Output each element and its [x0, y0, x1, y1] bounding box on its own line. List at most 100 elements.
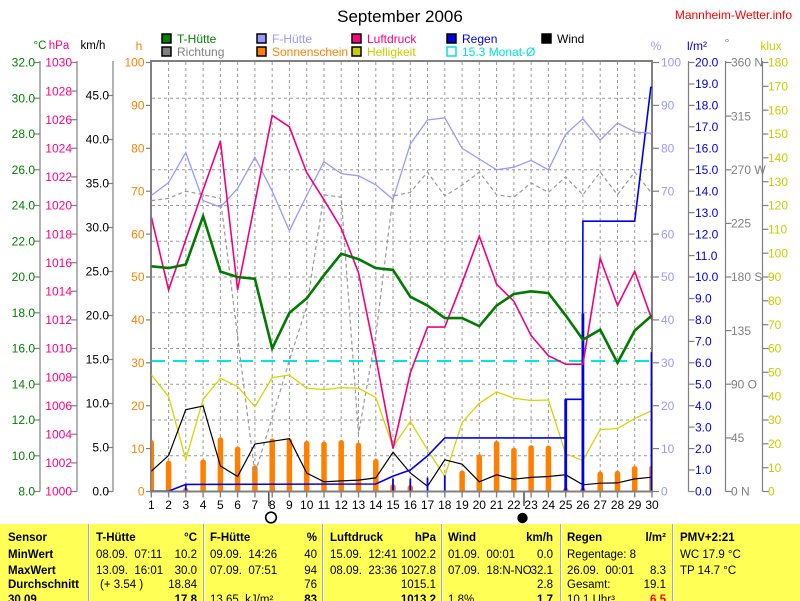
svg-text:Sonnenschein: Sonnenschein [272, 45, 348, 59]
svg-text:15.3 Monat-Ø: 15.3 Monat-Ø [462, 45, 535, 59]
svg-text:F-Hütte: F-Hütte [272, 32, 312, 46]
svg-text:1018: 1018 [45, 227, 72, 241]
svg-text:hPa: hPa [49, 40, 70, 52]
svg-text:35.0: 35.0 [86, 177, 110, 191]
svg-text:80: 80 [131, 142, 145, 156]
svg-text:September 2006: September 2006 [337, 7, 463, 26]
svg-text:14: 14 [369, 498, 383, 512]
svg-text:9.0: 9.0 [695, 292, 712, 306]
svg-text:20: 20 [131, 399, 145, 413]
svg-text:l/m²: l/m² [687, 39, 707, 53]
svg-text:7.0: 7.0 [695, 335, 712, 349]
svg-text:110: 110 [768, 223, 787, 237]
svg-text:km/h: km/h [81, 40, 106, 52]
svg-text:135: 135 [731, 324, 751, 338]
svg-text:4: 4 [200, 498, 207, 512]
svg-text:1028: 1028 [45, 84, 72, 98]
svg-text:90 O: 90 O [731, 377, 757, 391]
svg-text:22.0: 22.0 [12, 234, 36, 248]
svg-text:%: % [651, 39, 662, 53]
svg-text:15.0: 15.0 [695, 163, 719, 177]
svg-text:5.0: 5.0 [92, 441, 109, 455]
svg-text:140: 140 [768, 151, 788, 165]
svg-text:22: 22 [507, 498, 521, 512]
svg-text:17: 17 [421, 498, 435, 512]
svg-text:30: 30 [661, 356, 675, 370]
svg-text:8: 8 [269, 498, 276, 512]
svg-text:4.0: 4.0 [695, 399, 712, 413]
svg-text:90: 90 [661, 99, 675, 113]
svg-text:23: 23 [524, 498, 538, 512]
svg-text:30.0: 30.0 [12, 92, 36, 106]
svg-text:1030: 1030 [45, 56, 72, 70]
svg-text:8.0: 8.0 [18, 485, 35, 499]
svg-text:20: 20 [661, 399, 675, 413]
svg-text:150: 150 [768, 127, 788, 141]
svg-text:11.0: 11.0 [695, 249, 718, 263]
svg-text:16.0: 16.0 [12, 342, 36, 356]
svg-text:3: 3 [182, 498, 189, 512]
svg-text:25.0: 25.0 [86, 265, 110, 279]
svg-text:5.0: 5.0 [695, 377, 712, 391]
svg-text:20: 20 [768, 437, 782, 451]
svg-text:25: 25 [559, 498, 573, 512]
svg-text:19.0: 19.0 [695, 77, 719, 91]
svg-text:18.0: 18.0 [695, 99, 719, 113]
svg-text:18.0: 18.0 [12, 306, 36, 320]
svg-text:2.0: 2.0 [695, 442, 712, 456]
svg-text:1022: 1022 [45, 170, 72, 184]
svg-text:40: 40 [768, 389, 782, 403]
svg-text:225: 225 [731, 217, 751, 231]
svg-text:10: 10 [300, 498, 314, 512]
svg-text:360 N: 360 N [731, 56, 763, 70]
svg-text:60: 60 [131, 227, 145, 241]
svg-text:0 N: 0 N [731, 485, 750, 499]
svg-text:11: 11 [318, 498, 331, 512]
svg-text:1008: 1008 [45, 370, 72, 384]
svg-text:1006: 1006 [45, 399, 72, 413]
svg-text:40: 40 [131, 313, 145, 327]
svg-text:1004: 1004 [45, 428, 72, 442]
svg-text:10.0: 10.0 [695, 270, 719, 284]
svg-text:1010: 1010 [45, 342, 72, 356]
svg-text:50: 50 [768, 366, 782, 380]
svg-text:24.0: 24.0 [12, 199, 36, 213]
svg-text:Regen: Regen [462, 32, 497, 46]
svg-text:120: 120 [768, 199, 788, 213]
svg-text:15.0: 15.0 [86, 353, 110, 367]
svg-text:60: 60 [768, 342, 782, 356]
svg-text:30.0: 30.0 [86, 221, 110, 235]
svg-text:1000: 1000 [45, 485, 72, 499]
svg-text:60: 60 [661, 227, 675, 241]
svg-text:1026: 1026 [45, 113, 72, 127]
svg-text:80: 80 [661, 142, 675, 156]
svg-text:0: 0 [138, 485, 145, 499]
svg-text:6: 6 [234, 498, 241, 512]
svg-text:70: 70 [131, 184, 145, 198]
svg-text:100: 100 [661, 56, 681, 70]
svg-text:45.0: 45.0 [86, 89, 110, 103]
svg-text:14.0: 14.0 [12, 377, 36, 391]
svg-text:26.0: 26.0 [12, 163, 36, 177]
svg-text:1020: 1020 [45, 199, 72, 213]
svg-text:160: 160 [768, 103, 788, 117]
svg-text:32.0: 32.0 [12, 56, 36, 70]
svg-text:40: 40 [661, 313, 675, 327]
svg-text:50: 50 [131, 270, 145, 284]
svg-text:170: 170 [768, 80, 788, 94]
svg-text:100: 100 [124, 56, 144, 70]
svg-text:Richtung: Richtung [177, 45, 224, 59]
svg-text:1024: 1024 [45, 142, 72, 156]
svg-text:21: 21 [490, 498, 504, 512]
svg-text:19: 19 [455, 498, 469, 512]
svg-text:1: 1 [148, 498, 155, 512]
svg-text:1012: 1012 [45, 313, 72, 327]
svg-text:1002: 1002 [45, 456, 72, 470]
svg-text:15: 15 [386, 498, 400, 512]
svg-text:24: 24 [542, 498, 556, 512]
svg-text:17.0: 17.0 [695, 120, 719, 134]
svg-text:20.0: 20.0 [86, 309, 110, 323]
svg-text:2: 2 [165, 498, 172, 512]
svg-text:10: 10 [661, 442, 675, 456]
svg-text:28: 28 [611, 498, 625, 512]
